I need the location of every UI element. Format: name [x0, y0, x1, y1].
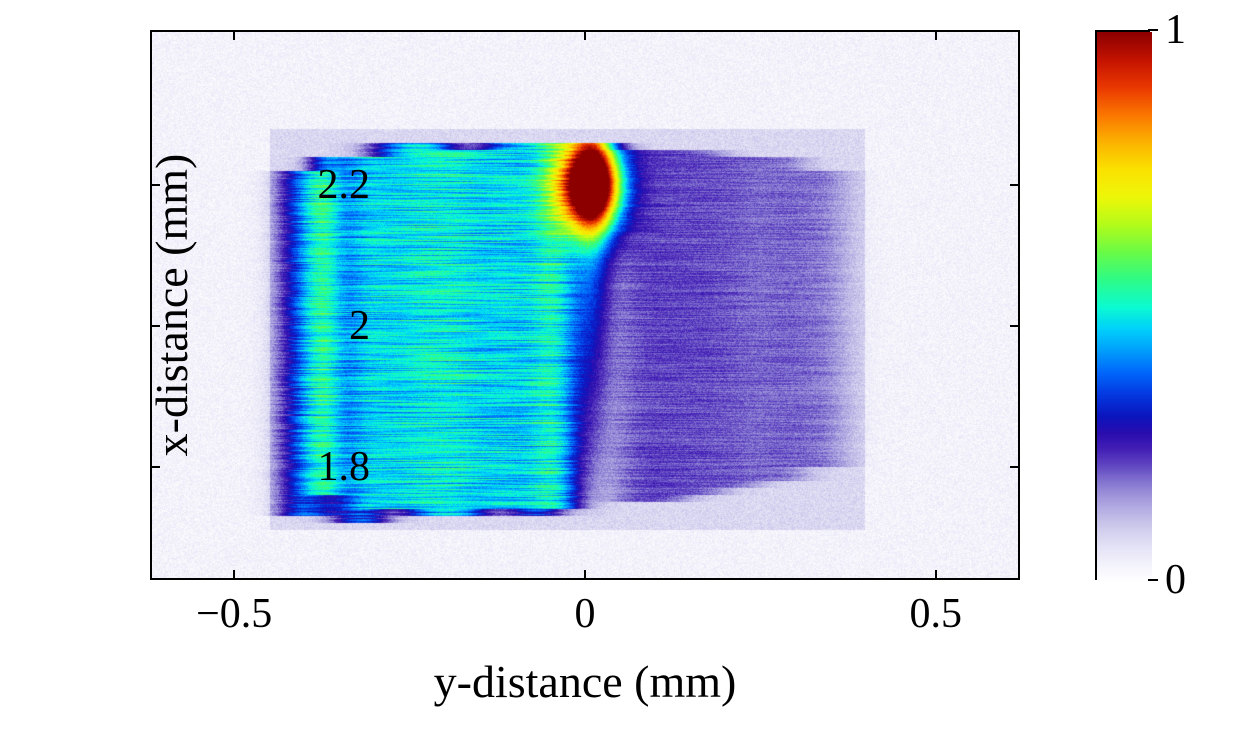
colorbar-tick-label: 1: [1165, 6, 1186, 54]
y-tick-mark: [1010, 184, 1020, 186]
x-tick-mark: [584, 570, 586, 580]
x-tick-label: 0: [575, 590, 596, 638]
y-axis-label: x-distance (mm): [145, 154, 198, 457]
x-tick-mark: [584, 30, 586, 40]
colorbar: [1095, 30, 1150, 580]
y-tick-mark: [1010, 325, 1020, 327]
y-tick-label: 1.8: [318, 443, 371, 491]
y-tick-label: 2.2: [318, 161, 371, 209]
y-tick-mark: [1010, 466, 1020, 468]
colorbar-tick-label: 0: [1165, 556, 1186, 604]
y-tick-label: 2: [349, 302, 370, 350]
heatmap-plot: [150, 30, 1020, 580]
x-tick-mark: [233, 30, 235, 40]
x-axis-label: y-distance (mm): [434, 655, 737, 708]
y-tick-mark: [150, 466, 160, 468]
figure: 1.8 2 2.2 −0.5 0 0.5 x-distance (mm) y-dista…: [0, 0, 1250, 731]
colorbar-canvas: [1097, 32, 1152, 582]
x-tick-label: −0.5: [196, 590, 272, 638]
colorbar-tick-mark: [1148, 29, 1158, 31]
colorbar-tick-mark: [1148, 579, 1158, 581]
x-tick-mark: [935, 30, 937, 40]
x-tick-mark: [935, 570, 937, 580]
heatmap-canvas: [150, 30, 1020, 580]
x-tick-mark: [233, 570, 235, 580]
x-tick-label: 0.5: [910, 590, 963, 638]
